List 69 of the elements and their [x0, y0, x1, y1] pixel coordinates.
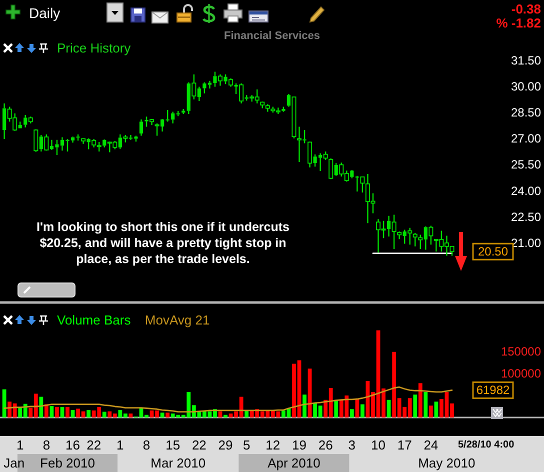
bar — [424, 392, 428, 418]
bar — [413, 394, 418, 418]
bar — [166, 412, 170, 418]
bar — [428, 406, 433, 418]
bar — [39, 396, 44, 418]
text: 20.50 — [478, 244, 508, 259]
text: May 2010 — [418, 456, 476, 470]
text: 5/28/10 4:00 — [458, 440, 515, 450]
bar — [160, 412, 164, 418]
x-tick-label: 29 — [218, 438, 233, 452]
x-tick-label: 8 — [142, 438, 150, 452]
chart-title: Price History — [57, 40, 132, 56]
bar — [102, 412, 106, 418]
text: MovAvg 21 — [144, 312, 210, 328]
bar — [50, 406, 54, 418]
bar — [434, 402, 438, 418]
bar — [66, 406, 70, 418]
x-tick-label: 8 — [42, 438, 50, 452]
y-tick-label: 30.00 — [510, 80, 542, 94]
x-tick-label: 22 — [192, 438, 206, 452]
x-tick-label: 1 — [16, 438, 24, 452]
bar — [350, 409, 354, 418]
x-tick-label: 22 — [86, 438, 102, 452]
x-tick-label: 1 — [116, 438, 124, 452]
y-tick-label: 25.50 — [510, 158, 542, 172]
text: -0.38 — [511, 2, 541, 16]
x-tick-label: 15 — [166, 438, 180, 452]
annotation: I'm looking to short this one if it undercuts $20.25, and will have a pretty tight stop in place, as per the trade levels. — [36, 220, 290, 266]
x-tick-label: 17 — [397, 438, 412, 452]
bar — [224, 414, 228, 418]
text: Jan — [4, 456, 25, 470]
text: Apr 2010 — [268, 456, 320, 470]
bar — [44, 404, 48, 418]
text: Daily — [29, 5, 60, 21]
text: % -1.82 — [496, 16, 541, 30]
x-tick-label: 5 — [242, 438, 250, 452]
candlestick — [412, 232, 418, 248]
y-tick-label: 27.00 — [510, 132, 542, 146]
x-tick-label: 12 — [266, 438, 280, 452]
text: Feb 2010 — [40, 456, 95, 470]
y-tick-label: 28.50 — [510, 106, 542, 120]
y-tick-label: 100000 — [500, 366, 542, 380]
y-tick-label: 31.50 — [510, 54, 542, 68]
x-tick-label: 19 — [292, 438, 306, 452]
x-tick-label: 16 — [66, 438, 80, 452]
candlestick — [171, 111, 175, 124]
text: Volume Bars — [57, 312, 132, 328]
bar — [302, 394, 306, 418]
bar — [55, 406, 59, 418]
y-tick-label: 150000 — [500, 344, 542, 358]
y-tick-label: 22.50 — [510, 210, 542, 224]
bar — [86, 410, 91, 418]
candlestick — [139, 118, 144, 136]
x-tick-label: 10 — [371, 438, 386, 452]
text: 61982 — [476, 383, 510, 398]
line-series — [4, 386, 453, 412]
bar — [128, 414, 133, 418]
x-tick-label: 24 — [424, 438, 438, 452]
bar — [418, 383, 422, 418]
text: Mar 2010 — [150, 456, 206, 470]
bar — [334, 400, 338, 418]
bar — [70, 410, 75, 418]
chart-subtitle: Financial Services — [224, 30, 320, 42]
bar — [244, 410, 249, 418]
bar — [360, 404, 364, 418]
bar — [355, 399, 360, 418]
y-tick-label: 24.00 — [510, 184, 542, 198]
x-tick-label: 3 — [348, 438, 356, 452]
x-tick-label: 26 — [318, 438, 333, 452]
